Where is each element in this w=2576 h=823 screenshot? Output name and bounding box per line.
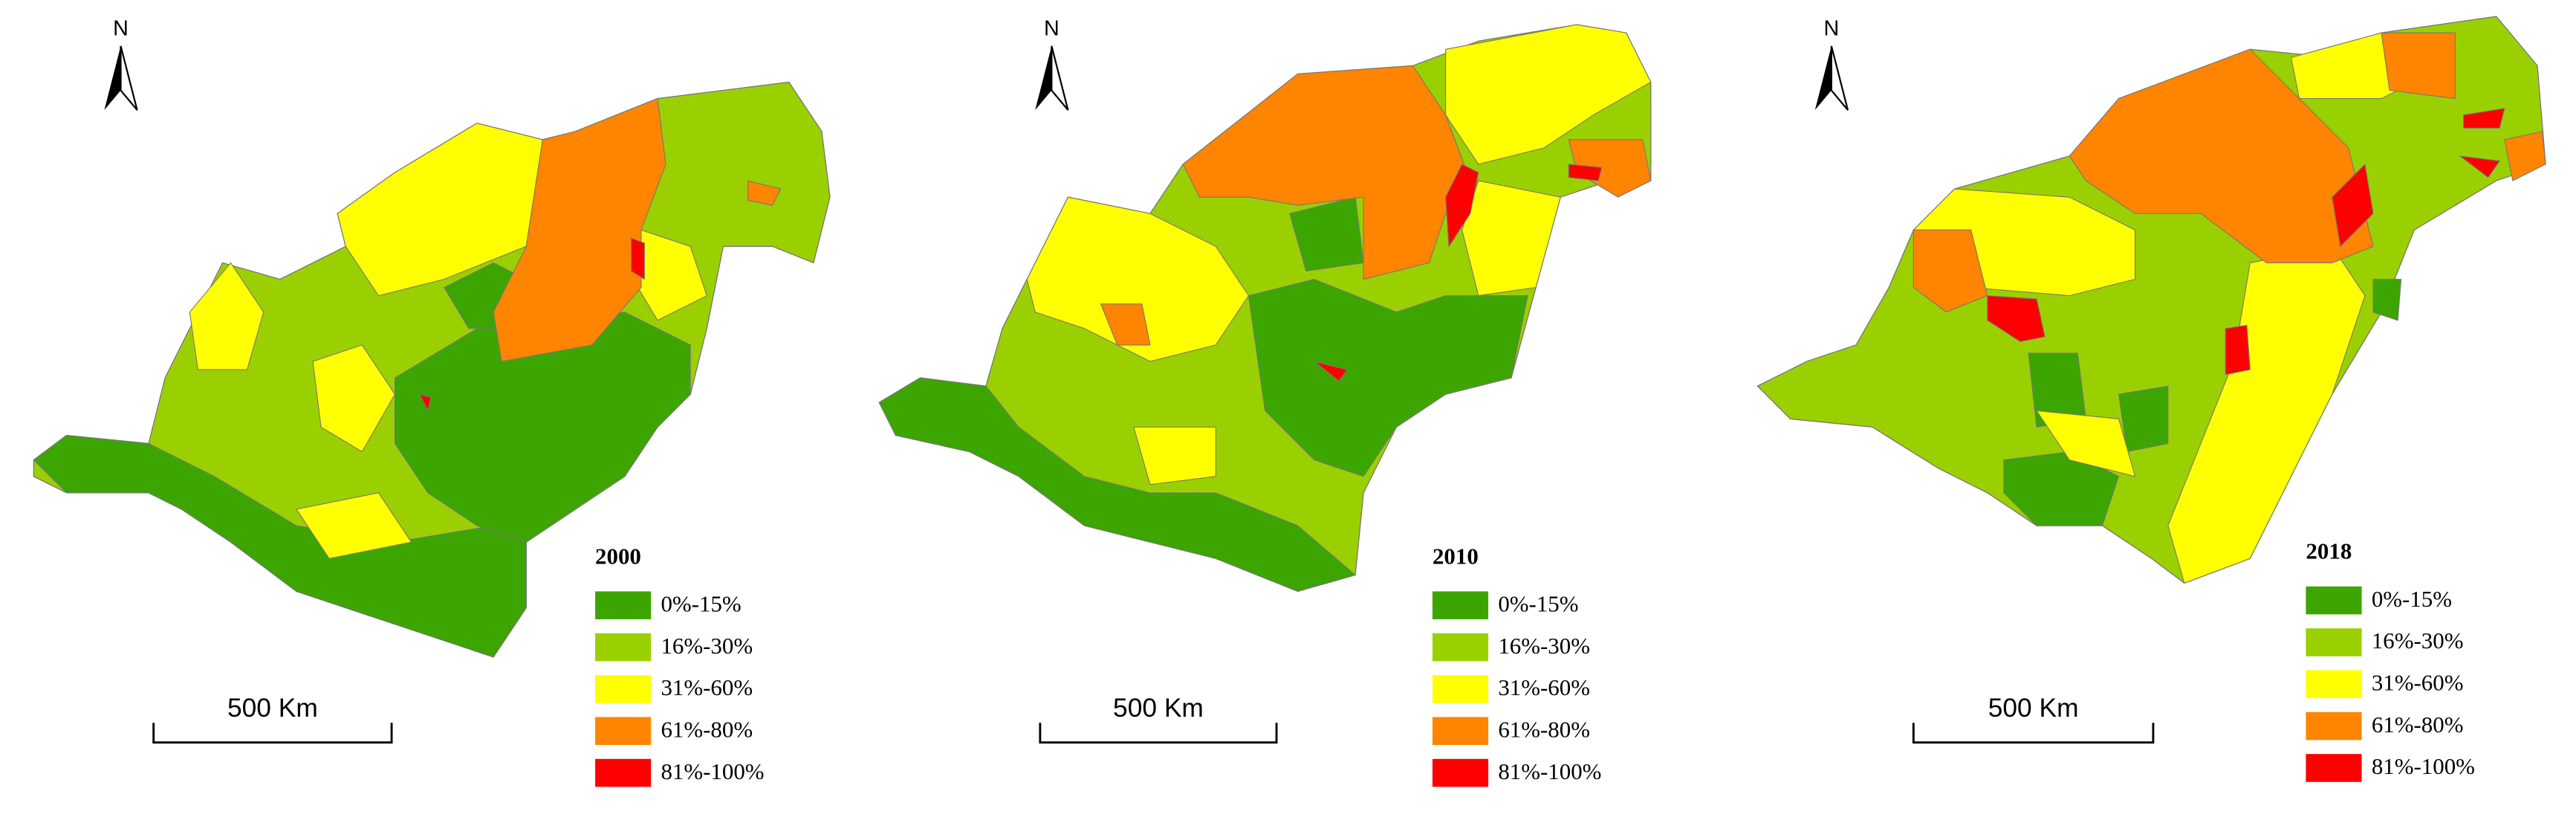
legend-label: 61%-80%: [1498, 716, 1590, 742]
legend-swatch: [1432, 591, 1489, 620]
region: [2381, 32, 2456, 100]
legend-label: 31%-60%: [2372, 669, 2464, 695]
region: [493, 97, 666, 362]
legend-swatch: [1432, 633, 1489, 662]
legend-title: 2010: [1433, 543, 1479, 569]
legend-title: 2018: [2306, 538, 2352, 564]
legend-swatch: [2306, 754, 2362, 782]
region: [2463, 108, 2505, 129]
scale-bar: [1039, 723, 1278, 744]
map-panel: N 2018 0%-15% 16%-30% 31%-60% 61%-80% 81%-100%…: [1756, 16, 2546, 782]
region: [2225, 324, 2251, 375]
region: [2167, 245, 2366, 584]
region: [1987, 295, 2045, 343]
region: [1100, 303, 1151, 346]
legend-swatch: [595, 591, 652, 620]
region: [1461, 180, 1561, 297]
region: [631, 237, 645, 280]
north-label: N: [113, 16, 129, 40]
region: [2459, 155, 2501, 178]
north-label: N: [1823, 16, 1839, 40]
north-arrow: [120, 45, 138, 111]
legend-label: 0%-15%: [2372, 586, 2452, 612]
legend-swatch: [2306, 711, 2362, 740]
legend-swatch: [2306, 586, 2362, 615]
region: [189, 262, 265, 370]
region: [295, 492, 412, 559]
region: [2035, 410, 2136, 477]
legend-label: 0%-15%: [661, 590, 741, 616]
legend-label: 31%-60%: [1498, 674, 1590, 700]
north-arrow: [1814, 45, 1832, 111]
region: [2069, 48, 2374, 264]
region: [312, 344, 396, 453]
legend-label: 16%-30%: [1498, 633, 1590, 659]
legend-swatch: [1432, 717, 1489, 746]
legend-label: 81%-100%: [2372, 753, 2475, 779]
legend-title: 2000: [595, 543, 641, 569]
north-arrow: [1051, 45, 1069, 111]
region: [418, 393, 432, 412]
legend-label: 0%-15%: [1498, 590, 1578, 616]
north-label: N: [1044, 16, 1060, 40]
scale-label: 500 Km: [1988, 694, 2079, 723]
map-panel: N 2010 0%-15% 16%-30% 31%-60% 61%-80% 81%-100%…: [878, 16, 1652, 787]
north-arrow: [1035, 45, 1052, 111]
legend-label: 16%-30%: [661, 633, 753, 659]
region: [1314, 361, 1348, 382]
map-panel: N 2000 0%-15% 16%-30% 31%-60% 61%-80% 81%-100%…: [33, 16, 831, 787]
region: [1445, 164, 1479, 248]
region: [1133, 426, 1216, 485]
region: [1568, 164, 1603, 181]
legend-label: 61%-80%: [2372, 711, 2464, 738]
region: [2504, 131, 2546, 181]
region: [1445, 24, 1652, 165]
legend-label: 81%-100%: [1498, 758, 1601, 784]
legend-swatch: [2306, 670, 2362, 699]
legend-swatch: [595, 633, 652, 662]
legend-label: 81%-100%: [661, 758, 764, 784]
legend-swatch: [595, 717, 652, 746]
legend-swatch: [595, 758, 652, 787]
legend-swatch: [1432, 675, 1489, 703]
region: [878, 377, 1357, 593]
scale-label: 500 Km: [227, 694, 318, 723]
scale-bar: [1912, 723, 2155, 744]
legend-swatch: [2306, 628, 2362, 656]
region: [1182, 65, 1471, 280]
scale-label: 500 Km: [1113, 694, 1204, 723]
scale-bar: [152, 723, 393, 744]
legend-swatch: [1432, 758, 1489, 787]
region: [1248, 279, 1528, 477]
legend-label: 61%-80%: [661, 716, 753, 742]
region: [33, 434, 527, 658]
legend-label: 31%-60%: [661, 674, 753, 700]
north-arrow: [1830, 45, 1849, 111]
region: [2332, 163, 2374, 248]
region: [2118, 385, 2169, 453]
region: [747, 180, 782, 206]
region: [2372, 279, 2402, 321]
north-arrow: [104, 45, 121, 111]
legend-swatch: [595, 675, 652, 703]
region: [1026, 196, 1250, 362]
legend-label: 16%-30%: [2372, 627, 2464, 653]
region: [1912, 229, 1988, 313]
